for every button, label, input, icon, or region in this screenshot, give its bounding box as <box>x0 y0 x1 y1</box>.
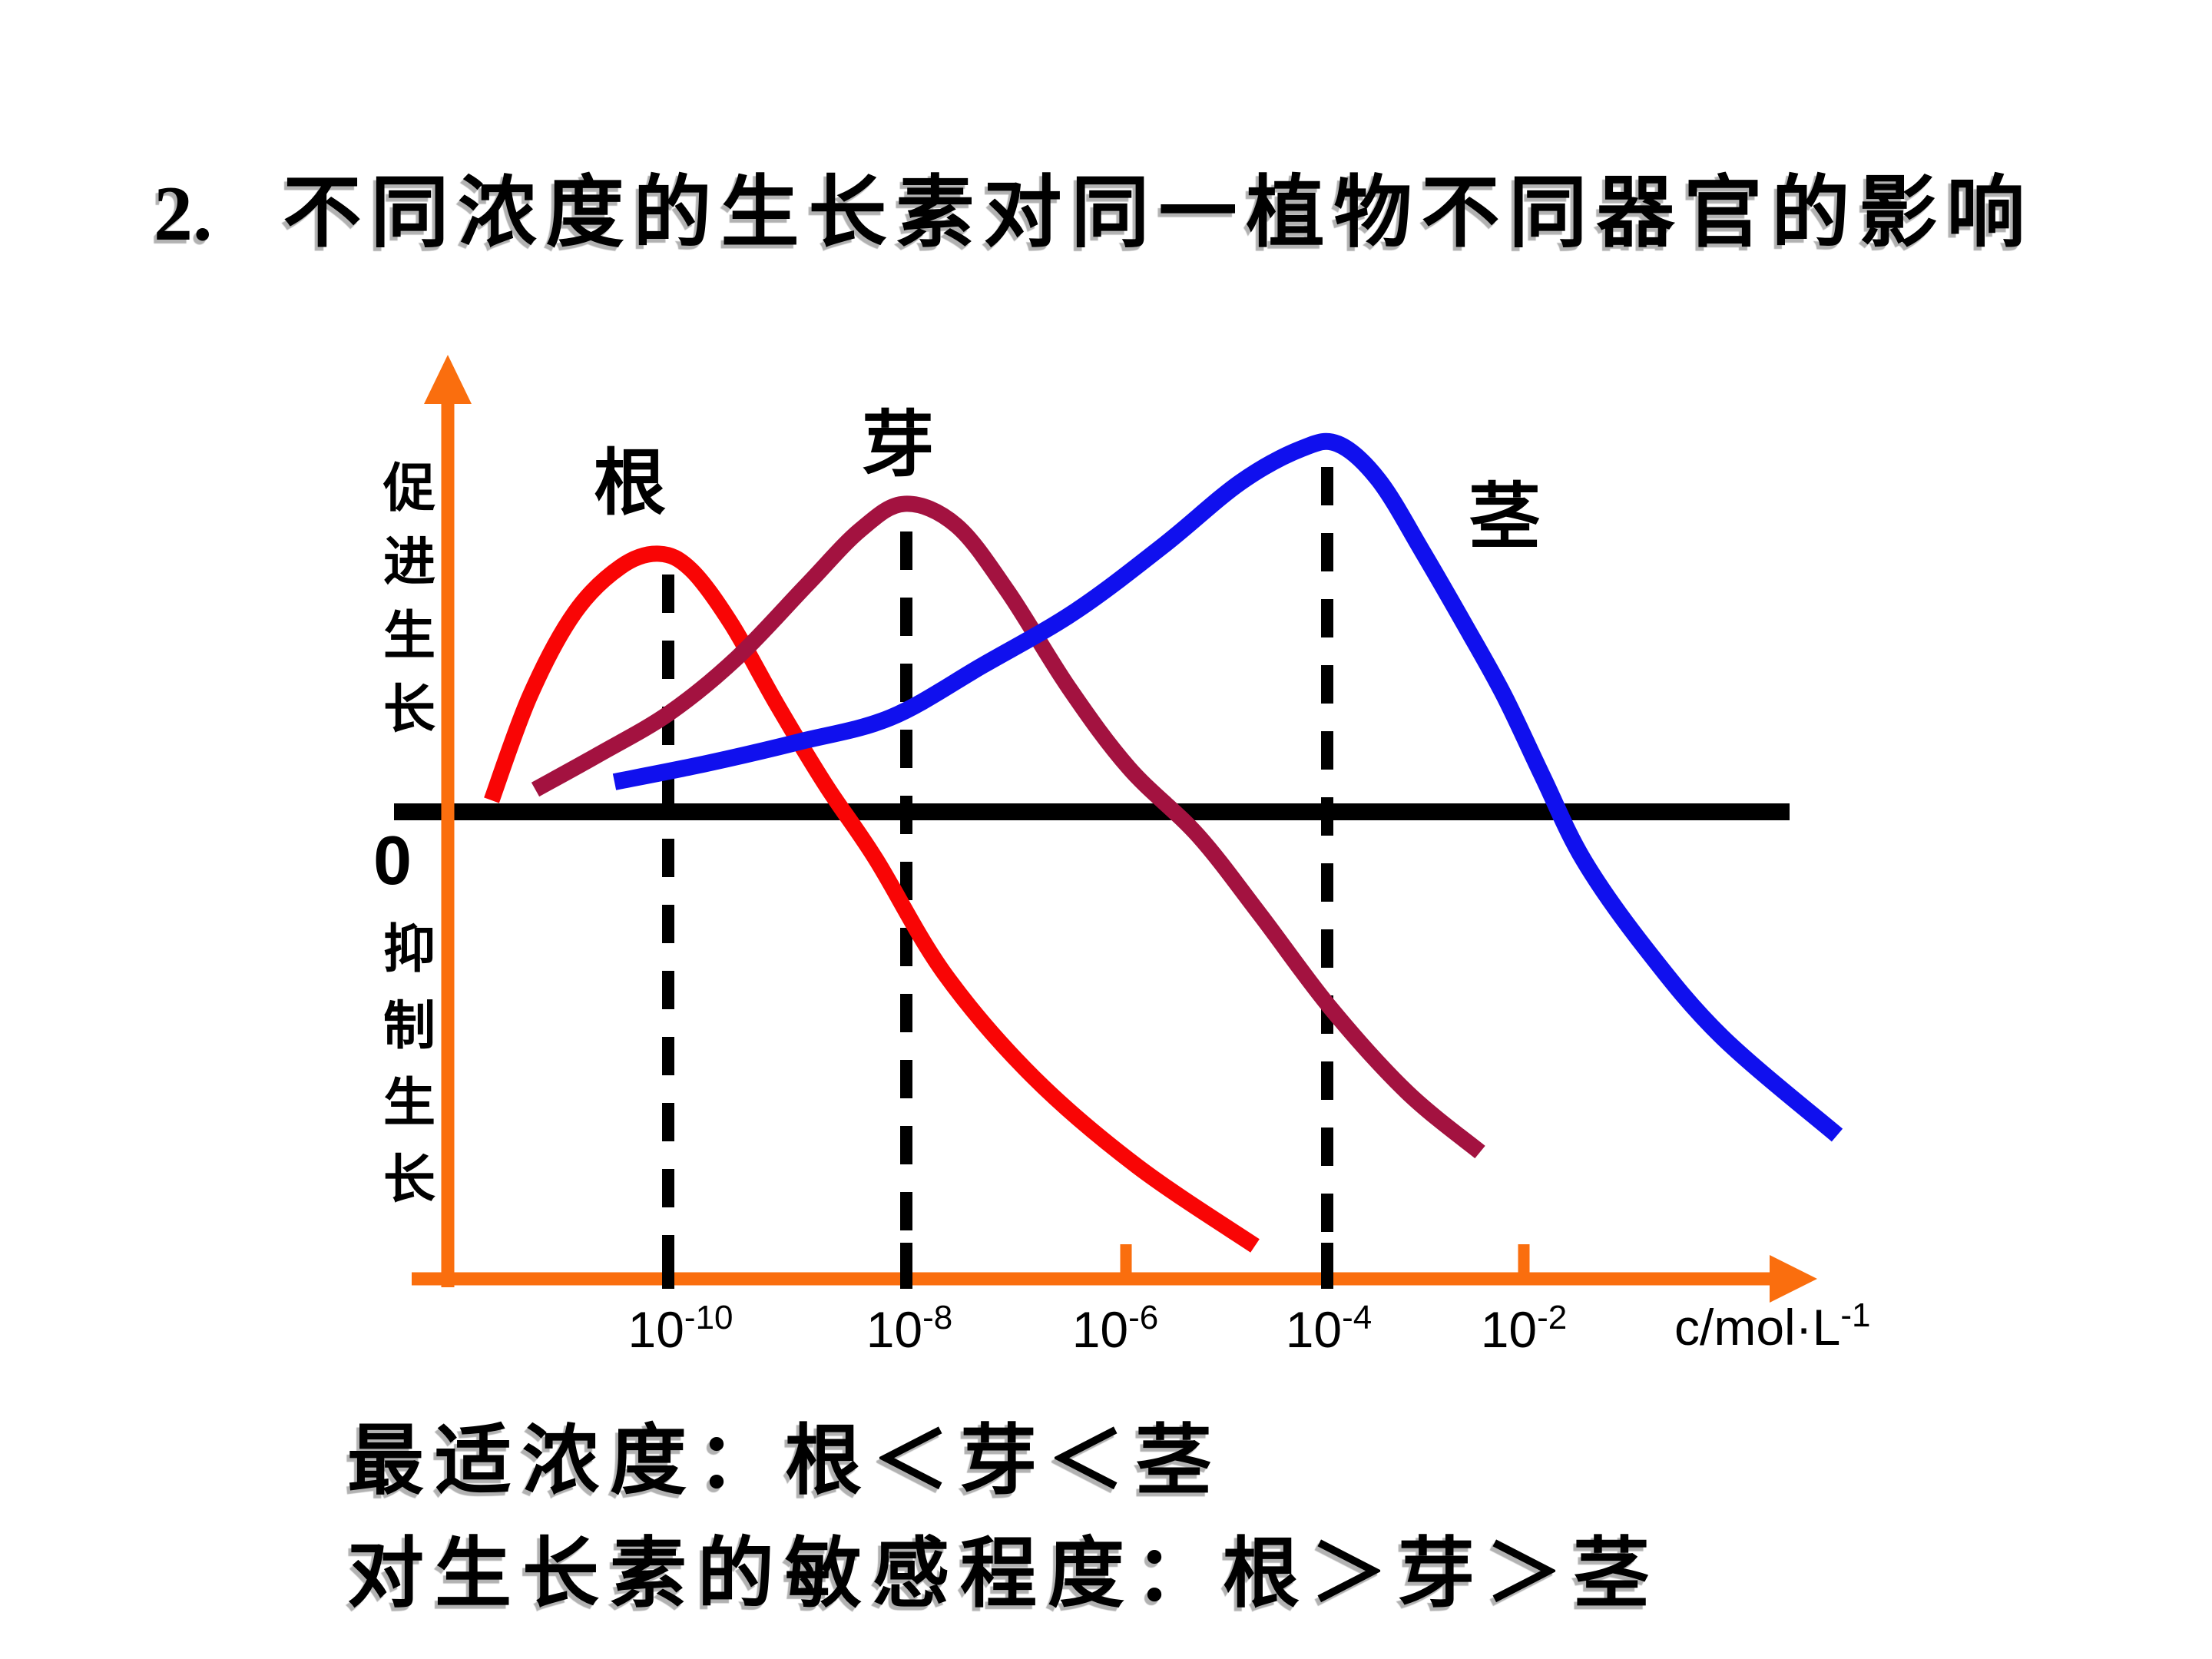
conclusion-optimum-concentration: 最适浓度：根＜芽＜茎 <box>347 1419 1223 1504</box>
x-axis-unit-base: c/mol·L <box>1674 1299 1841 1356</box>
title-number: 2. <box>154 171 213 257</box>
y-axis-arrowhead-icon <box>424 355 472 404</box>
curve-label-bud: 芽 <box>862 404 935 485</box>
title-text: 不同浓度的生长素对同一植物不同器官的影响 <box>283 171 2035 257</box>
x-tick-exponent: -10 <box>684 1299 733 1336</box>
x-tick-base: 10 <box>1480 1301 1538 1358</box>
y-axis-origin-label: 0 <box>373 823 412 899</box>
bud-curve <box>531 495 1485 1159</box>
root-curve <box>484 545 1260 1253</box>
curve-label-stem: 茎 <box>1469 476 1541 557</box>
x-axis-arrowhead-icon <box>1770 1255 1817 1303</box>
x-axis-unit-exponent: -1 <box>1840 1296 1871 1334</box>
x-tick-exponent: -8 <box>922 1299 953 1336</box>
x-tick-label: 10-8 <box>866 1299 953 1358</box>
conclusion-sensitivity: 对生长素的敏感程度：根＞芽＞茎 <box>347 1532 1661 1617</box>
x-axis-unit-label: c/mol·L-1 <box>1674 1296 1871 1356</box>
x-tick-label: 10-4 <box>1285 1299 1373 1358</box>
y-axis-label-inhibit: 抑制生长 <box>382 920 435 1209</box>
y-axis-label-promote: 促进生长 <box>382 459 435 739</box>
x-tick-base: 10 <box>866 1301 923 1358</box>
x-tick-base: 10 <box>628 1301 684 1358</box>
page-title: 2. 不同浓度的生长素对同一植物不同器官的影响 <box>154 169 2035 259</box>
x-tick-exponent: -2 <box>1537 1299 1568 1336</box>
stem-curve <box>612 432 1843 1142</box>
x-tick-exponent: -6 <box>1128 1299 1159 1336</box>
x-tick-base: 10 <box>1071 1301 1129 1358</box>
x-tick-exponent: -4 <box>1342 1299 1373 1336</box>
x-tick-label: 10-6 <box>1071 1299 1159 1358</box>
x-tick-label: 10-2 <box>1480 1299 1568 1358</box>
curve-label-root: 根 <box>594 442 667 523</box>
x-tick-base: 10 <box>1285 1301 1343 1358</box>
x-tick-label: 10-10 <box>628 1299 733 1358</box>
